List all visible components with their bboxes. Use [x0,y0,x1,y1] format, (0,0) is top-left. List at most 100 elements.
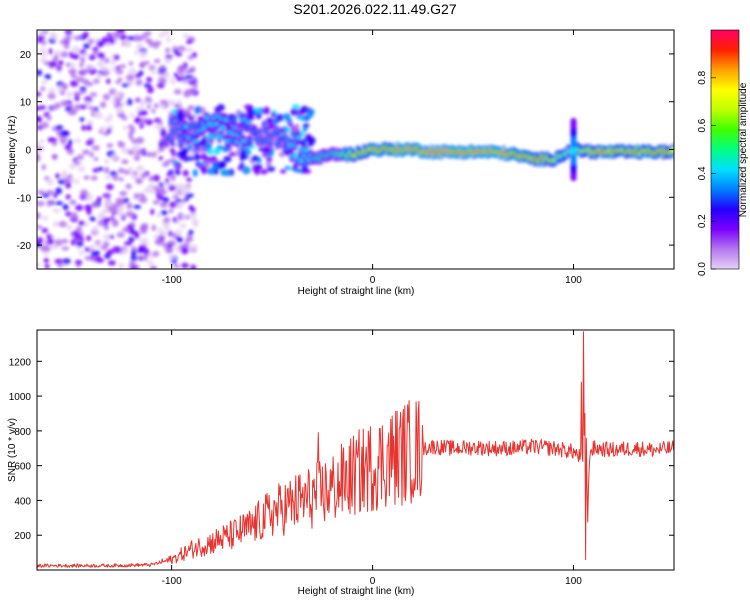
spectral-transition-blob [175,111,184,119]
spectral-noise-blob [172,216,178,223]
ridge-core [246,120,251,124]
spectral-noise-blob [73,35,83,41]
spectral-noise-blob [89,92,98,97]
spectral-noise-blob [167,101,176,107]
spectral-noise-blob [179,213,188,219]
spectral-noise-blob [52,208,61,213]
spectral-noise-blob [153,124,162,129]
spectral-noise-blob [74,103,82,111]
spectral-noise-blob [154,239,162,245]
spectral-noise-blob [97,52,103,59]
spectral-transition-blob [237,165,244,171]
ridge-core [223,118,229,122]
spectral-noise-blob [157,81,165,89]
spectral-noise-blob [97,212,106,220]
spectral-noise-blob [95,257,105,263]
spectral-noise-blob [175,198,182,203]
spectral-noise-blob [84,246,91,253]
spectral-noise-blob [79,56,86,64]
spectral-noise-blob [62,169,67,176]
spectral-noise-blob [126,98,133,106]
spectral-noise-blob [41,193,50,198]
spectral-noise-blob [125,210,135,218]
spectral-transition-blob [278,151,285,158]
spectral-noise-blob [134,97,142,103]
spectral-noise-blob [147,86,154,94]
spectral-noise-blob [146,151,152,158]
spectral-noise-blob [173,72,179,78]
spectral-noise-blob [71,45,81,53]
spectral-noise-blob [185,192,194,198]
spectral-noise-blob [59,39,65,45]
snr-ytick-label: 200 [14,531,31,542]
spectral-noise-blob [82,31,89,38]
spectral-noise-blob [133,50,139,55]
snr-xlabel: Height of straight line (km) [298,586,415,597]
spectral-noise-blob [76,154,84,160]
spectral-transition-blob [228,151,237,157]
spectral-transition-blob [207,147,213,155]
spectral-noise-blob [39,57,47,63]
spectral-noise-blob [63,43,70,49]
spectral-noise-blob [139,196,148,204]
spectral-noise-blob [74,259,83,266]
spectral-transition-blob [213,147,221,155]
spectral-noise-blob [104,158,109,165]
spectral-transition-blob [218,162,224,170]
spectral-noise-blob [113,54,120,61]
spectral-noise-blob [76,241,84,247]
spectral-noise-blob [163,72,171,79]
spectral-noise-blob [93,78,100,84]
spectral-noise-blob [169,201,178,209]
snr-ytick-label: 1000 [9,392,32,403]
spectral-noise-blob [146,76,153,83]
spectral-noise-blob [83,175,90,180]
spectral-noise-blob [150,151,157,158]
spectral-noise-blob [54,258,64,265]
spectral-transition-blob [213,169,219,175]
spectral-transition-blob [223,155,232,163]
spectral-noise-blob [118,204,125,213]
spectral-noise-blob [73,91,82,97]
spectral-noise-blob [133,193,139,200]
spectral-noise-blob [133,154,141,162]
spectral-noise-blob [46,199,55,204]
spectral-noise-blob [112,174,119,181]
spectral-noise-blob [156,212,161,218]
spectral-noise-blob [115,65,121,70]
ridge-core [263,128,269,132]
spectral-noise-blob [47,238,55,245]
spectral-noise-blob [43,61,49,66]
figure-title: S201.2026.022.11.49.G27 [293,1,457,17]
spectral-transition-blob [203,160,211,168]
spectral-noise-blob [37,212,41,220]
spectral-noise-blob [99,101,107,108]
spectral-transition-blob [224,169,230,177]
spectral-noise-blob [168,185,176,192]
spectral-transition-blob [258,147,267,152]
ridge-core [209,134,214,139]
spectral-noise-blob [71,62,76,70]
ridge-core [241,139,246,143]
spectral-noise-blob [136,43,144,50]
spectral-noise-blob [85,140,94,146]
spectral-noise-blob [110,66,116,72]
spectral-transition-blob [295,168,302,173]
spectral-noise-blob [115,107,125,115]
spectral-noise-blob [68,139,73,146]
spectral-noise-blob [88,245,96,250]
snr-xtick-label: -100 [162,576,182,587]
spectral-noise-blob [151,68,156,75]
ridge-core [273,130,278,134]
spectral-noise-blob [61,246,70,251]
spectral-noise-blob [159,201,168,208]
spectral-noise-blob [121,227,130,232]
spectral-noise-blob [188,245,196,252]
spectral-noise-blob [115,197,125,203]
spectral-noise-blob [140,172,147,179]
spectral-noise-blob [50,244,59,250]
spectral-noise-blob [93,156,99,162]
spectral-noise-blob [37,142,41,147]
spectral-noise-blob [52,221,59,227]
